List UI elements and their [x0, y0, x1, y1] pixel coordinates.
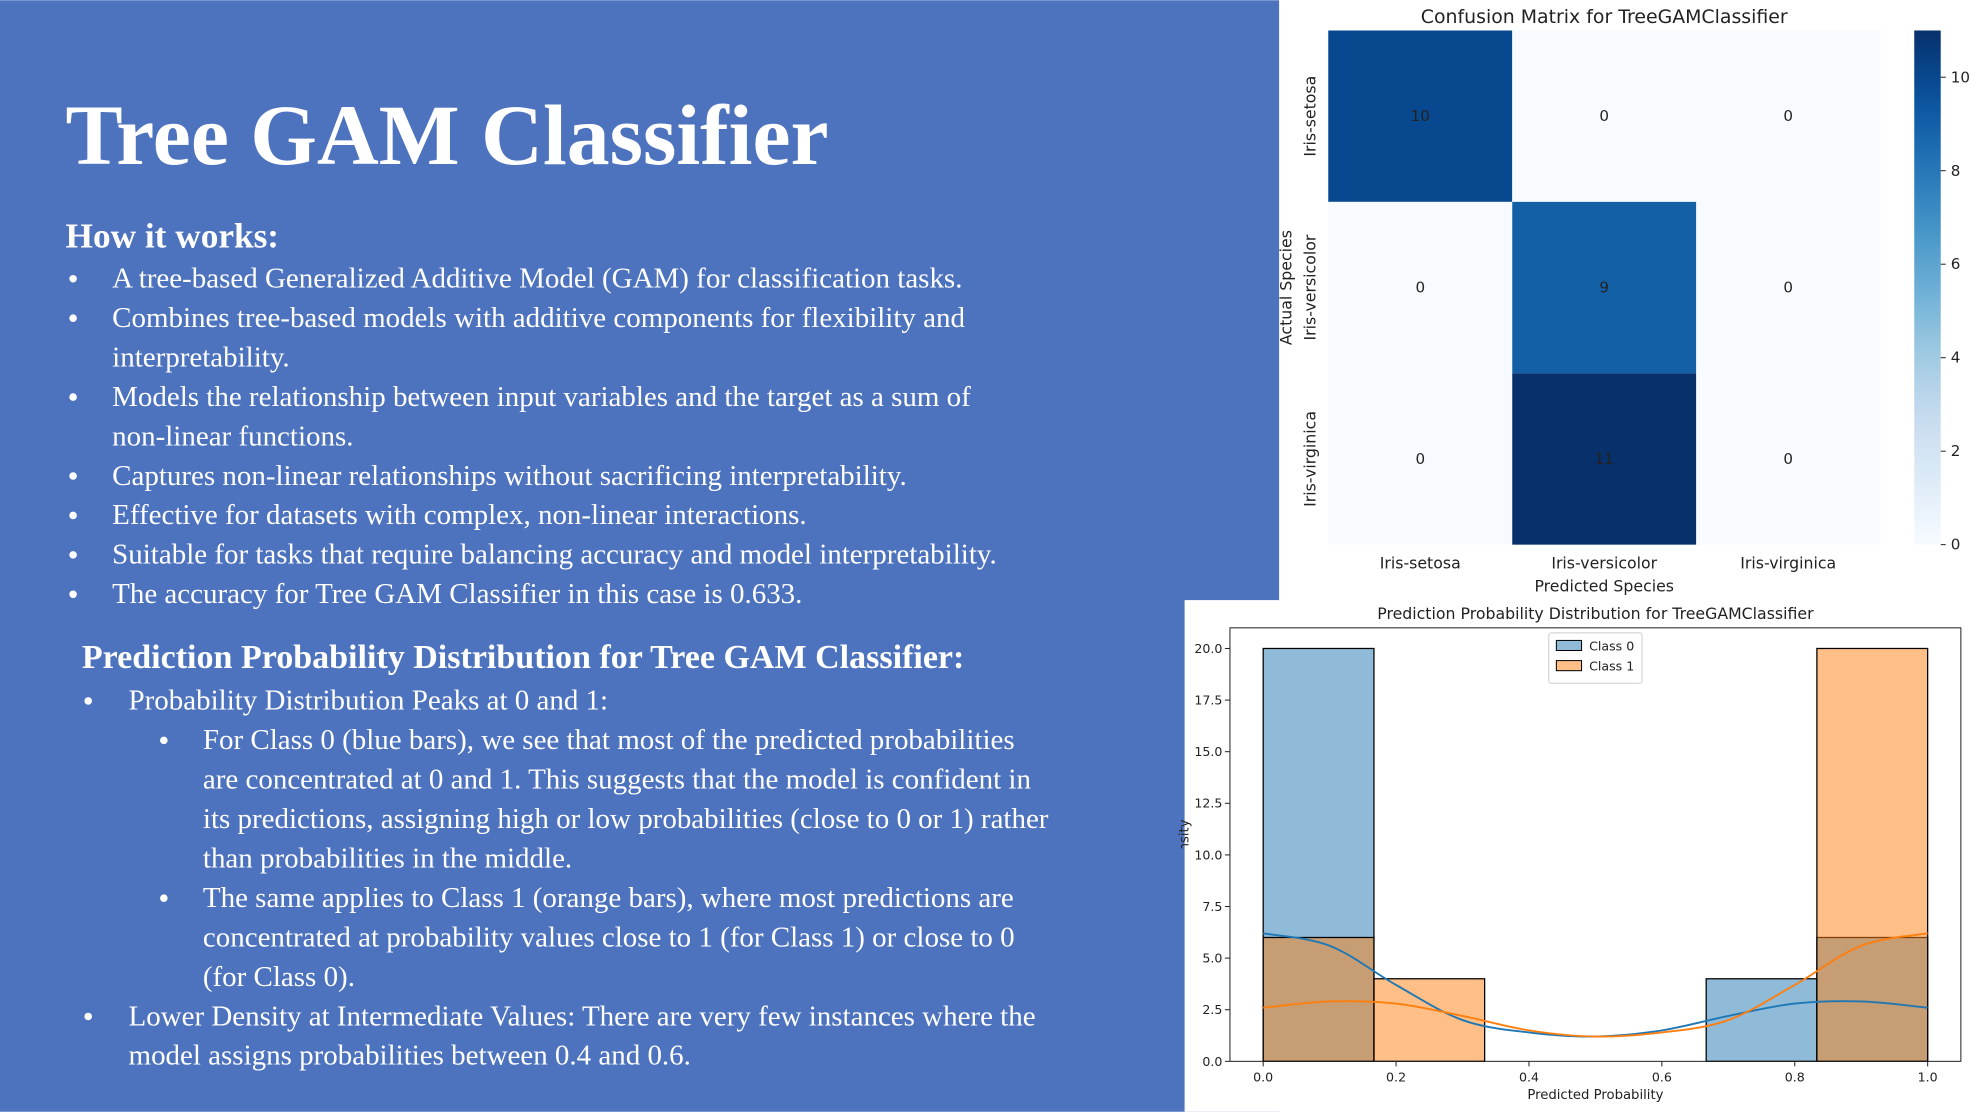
- legend-swatch: [1555, 639, 1583, 652]
- bullet-dot: [69, 472, 77, 480]
- bullet-text: Effective for datasets with complex, non…: [112, 499, 806, 531]
- bullet-text: The same applies to Class 1 (orange bars…: [203, 882, 1014, 914]
- x-tick-label: 0.2: [1386, 1070, 1406, 1085]
- colorbar-tick-label: 10: [1951, 68, 1970, 86]
- x-tick-label: 0.6: [1652, 1070, 1672, 1085]
- bullet-text: Combines tree-based models with additive…: [112, 302, 965, 334]
- bullet-dot: [69, 393, 77, 401]
- bullet-text: The accuracy for Tree GAM Classifier in …: [112, 578, 802, 610]
- chart-title: Prediction Probability Distribution for …: [1377, 604, 1814, 623]
- x-axis-label: Predicted Probability: [1527, 1088, 1663, 1103]
- bullet-dot: [160, 894, 168, 902]
- y-axis-label: Actual Species: [1277, 230, 1296, 345]
- heatmap-cell: [1512, 30, 1697, 202]
- x-tick-label: 0.0: [1253, 1070, 1273, 1085]
- bullet-text: non-linear functions.: [112, 420, 353, 452]
- bullet-text: For Class 0 (blue bars), we see that mos…: [203, 724, 1015, 756]
- heatmap-cell: [1328, 201, 1513, 374]
- bullet-text: than probabilities in the middle.: [203, 843, 572, 875]
- kde-line: [1263, 932, 1928, 1038]
- heatmap-cell: [1328, 373, 1513, 545]
- bullet-dot: [69, 274, 77, 283]
- x-axis-label: Predicted Species: [1534, 576, 1674, 595]
- cell-label: 0: [1783, 279, 1793, 297]
- histogram-bar: [1262, 936, 1375, 1062]
- cell-label: 9: [1599, 279, 1609, 297]
- heatmap-cell: [1696, 373, 1881, 545]
- cell-label: 0: [1599, 107, 1609, 125]
- y-tick-label: 5.0: [1202, 951, 1222, 966]
- bullet-text: (for Class 0).: [203, 961, 355, 993]
- y-tick-label: Iris-virginica: [1301, 411, 1320, 507]
- slide-title: Tree GAM Classifier: [66, 88, 829, 183]
- bullet-text: its predictions, assigning high or low p…: [203, 803, 1049, 835]
- legend-label: Class 0: [1589, 639, 1634, 654]
- y-tick-label: 2.5: [1202, 1002, 1222, 1017]
- x-tick-label: Iris-versicolor: [1551, 554, 1657, 573]
- x-tick-label: Iris-virginica: [1740, 554, 1836, 573]
- colorbar-tick-label: 0: [1951, 536, 1961, 554]
- bullet-text: Lower Density at Intermediate Values: Th…: [129, 1000, 1036, 1032]
- heatmap-cell: [1512, 201, 1697, 374]
- bullet-text: Captures non-linear relationships withou…: [112, 460, 907, 492]
- cell-label: 0: [1415, 450, 1425, 468]
- x-tick-label: Iris-setosa: [1380, 554, 1461, 573]
- x-tick-label: 0.4: [1519, 1070, 1539, 1085]
- bullet-dot: [84, 697, 92, 705]
- y-tick-label: 12.5: [1194, 796, 1222, 811]
- heatmap-cell: [1696, 201, 1881, 374]
- bullet-dot: [69, 511, 77, 520]
- x-tick-label: 0.8: [1785, 1070, 1805, 1085]
- y-tick-label: 10.0: [1194, 847, 1222, 862]
- chart-title: Confusion Matrix for TreeGAMClassifier: [1421, 6, 1788, 28]
- colorbar-tick-label: 8: [1951, 162, 1961, 180]
- colorbar-tick-label: 6: [1951, 255, 1961, 273]
- x-tick-label: 1.0: [1918, 1070, 1938, 1085]
- cell-label: 0: [1783, 450, 1793, 468]
- y-axis-label: Density: [1177, 819, 1192, 869]
- y-tick-label: 0.0: [1202, 1054, 1222, 1069]
- cell-label: 0: [1415, 279, 1425, 297]
- section-heading: How it works:: [66, 216, 280, 255]
- bullet-dot: [84, 1012, 92, 1021]
- cell-label: 10: [1411, 107, 1430, 125]
- bullet-dot: [69, 314, 77, 322]
- histogram-bar: [1373, 978, 1486, 1062]
- bullet-dot: [160, 736, 168, 745]
- y-tick-label: 7.5: [1202, 899, 1222, 914]
- y-tick-label: Iris-setosa: [1301, 76, 1320, 157]
- legend-swatch: [1555, 660, 1583, 672]
- axes-frame: [1229, 627, 1962, 1062]
- y-tick-label: 15.0: [1194, 744, 1222, 759]
- heatmap-cell: [1328, 30, 1513, 202]
- y-tick-label: 20.0: [1194, 641, 1222, 656]
- y-tick-label: Iris-versicolor: [1301, 234, 1320, 340]
- cell-label: 0: [1783, 107, 1793, 125]
- bullet-dot: [69, 551, 77, 559]
- histogram-bar: [1705, 978, 1818, 1062]
- y-tick-label: 17.5: [1194, 692, 1222, 707]
- section-heading: Prediction Probability Distribution for …: [82, 639, 964, 676]
- bullet-dot: [69, 590, 77, 599]
- legend-label: Class 1: [1589, 659, 1634, 674]
- heatmap-cell: [1696, 30, 1881, 202]
- colorbar-tick-label: 2: [1951, 442, 1961, 460]
- heatmap-cell: [1512, 373, 1697, 545]
- histogram-bar: [1816, 647, 1929, 1062]
- bullet-text: Probability Distribution Peaks at 0 and …: [129, 685, 609, 717]
- bullet-text: Suitable for tasks that require balancin…: [112, 539, 997, 571]
- cell-label: 11: [1595, 450, 1614, 468]
- bullet-text: are concentrated at 0 and 1. This sugges…: [203, 764, 1032, 796]
- bullet-text: Models the relationship between input va…: [112, 381, 971, 413]
- bullet-text: A tree-based Generalized Additive Model …: [112, 263, 962, 295]
- colorbar: [1914, 30, 1941, 545]
- bullet-text: concentrated at probability values close…: [203, 921, 1015, 953]
- bullet-text: model assigns probabilities between 0.4 …: [129, 1040, 691, 1072]
- text-panel: [0, 0, 1280, 1112]
- bullet-text: interpretability.: [112, 341, 290, 373]
- colorbar-tick-label: 4: [1951, 349, 1961, 367]
